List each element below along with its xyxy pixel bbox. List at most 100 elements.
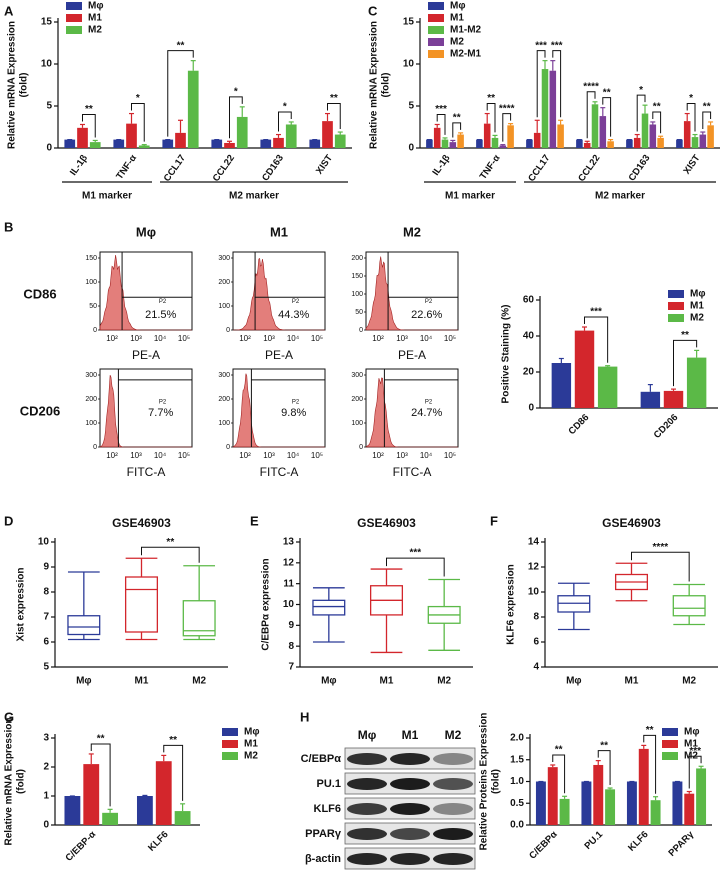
significance-label: ** [555,745,563,756]
box [672,595,706,617]
blot-band [433,753,473,765]
blot-band [433,778,473,790]
bar [77,127,88,148]
bar [707,125,714,148]
bar [187,70,199,148]
blot-label: KLF6 [314,803,342,815]
bar [541,69,549,148]
significance-bracket [90,743,111,807]
legend-label: Mφ [88,1,103,12]
legend-swatch [66,2,82,10]
legend-swatch [66,14,82,22]
bar [83,764,100,825]
x-tick-label: Mφ [566,676,581,687]
x-tick-label: 10⁵ [311,451,323,460]
x-tick-label: CD206 [652,412,681,441]
significance-label: ** [653,102,661,113]
bar [640,391,661,408]
y-tick-label: 200 [351,255,363,262]
bar [457,134,464,148]
significance-label: ** [487,93,495,104]
y-axis-label: KLF6 expression [506,564,517,645]
bar [663,390,684,408]
significance-label: *** [590,307,602,318]
y-axis-label: Relative Proteins Expression [479,713,490,851]
y-tick-label: 6 [43,637,49,648]
bar [476,139,483,148]
legend-swatch [428,14,444,22]
legend-swatch [428,38,444,46]
blot-band [390,753,430,765]
significance-label: * [136,93,140,104]
y-tick-label: 2.0 [510,733,524,744]
bar [591,104,599,148]
y-axis-label: (fold) [381,73,392,98]
significance-label: ** [703,102,711,113]
significance-bracket [436,113,446,135]
gate-percent: 21.5% [145,309,176,321]
panel-letter: B [4,219,13,234]
significance-bracket [167,50,194,137]
significance-label: ** [603,87,611,98]
y-tick-label: 14 [528,537,540,548]
column-header: Mφ [136,224,156,239]
y-tick-label: 3 [43,733,49,744]
x-tick-label: TNF-α [114,153,139,182]
significance-label: ** [453,113,461,124]
blot-band [433,803,473,815]
bar [64,139,76,148]
bar [638,748,649,825]
legend-swatch [668,302,684,310]
y-tick-label: 7 [43,612,49,623]
y-tick-label: 9 [43,562,49,573]
x-tick-label: PU.1 [582,829,605,852]
panel-letter: G [4,709,14,724]
legend-label: M1 [450,13,464,24]
bar [155,761,172,825]
histogram [232,373,325,448]
significance-bracket [536,50,546,118]
x-tick-label: 10⁴ [154,334,167,343]
y-tick-label: 0 [43,820,49,831]
y-tick-label: 100 [218,420,230,427]
significance-bracket [163,744,184,801]
x-tick-label: 10³ [263,451,275,460]
x-tick-label: 10⁴ [287,451,300,460]
bar [113,139,125,148]
gate-label: P2 [292,299,300,305]
y-tick-label: 1 [43,791,49,802]
bar [549,70,557,148]
y-tick-label: 300 [351,372,363,379]
significance-bracket [686,103,696,132]
x-tick-label: 10² [239,334,251,343]
y-tick-label: 10 [283,599,295,610]
y-tick-label: 300 [85,372,97,379]
x-tick-label: M1 [135,676,149,687]
legend-label: M1 [684,739,698,750]
bar [559,798,570,825]
y-tick-label: 150 [351,273,363,280]
x-tick-label: 10³ [130,451,142,460]
y-tick-label: 6 [533,637,539,648]
legend-swatch [662,728,678,736]
y-tick-label: 0 [226,327,230,334]
x-axis-label: PE-A [398,348,426,362]
blot-band [347,753,387,765]
x-tick-label: 10³ [263,334,275,343]
y-tick-label: 0 [93,444,97,451]
y-tick-label: 50 [89,303,97,310]
box [124,576,159,633]
blot-band [347,803,387,815]
x-tick-label: KLF6 [626,829,651,854]
significance-bracket [702,111,712,130]
y-tick-label: 0.0 [510,820,524,831]
bar [605,789,616,825]
legend-label: Mφ [690,289,705,300]
x-tick-label: CCL17 [162,153,188,184]
x-axis-label: PE-A [132,348,160,362]
significance-bracket [386,557,445,577]
legend-swatch [662,740,678,748]
x-tick-label: 10² [106,334,118,343]
bar [126,123,137,148]
lane-label: Mφ [358,728,377,742]
